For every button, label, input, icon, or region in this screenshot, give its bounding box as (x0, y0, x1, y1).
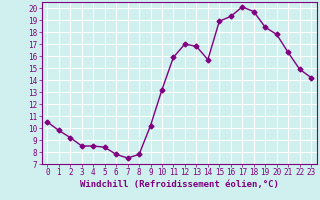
X-axis label: Windchill (Refroidissement éolien,°C): Windchill (Refroidissement éolien,°C) (80, 180, 279, 189)
